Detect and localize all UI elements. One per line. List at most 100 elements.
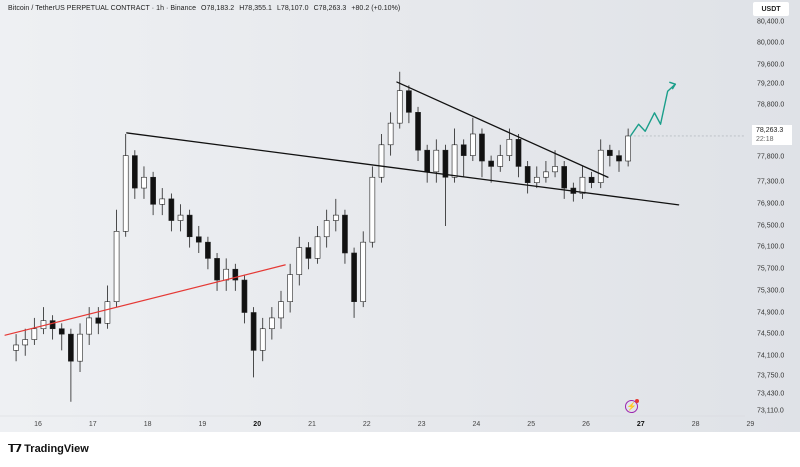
candle-body	[31, 328, 38, 340]
currency-button[interactable]: USDT	[753, 2, 789, 16]
projection-path	[629, 83, 677, 137]
candle-body	[607, 149, 613, 156]
candle-body	[314, 236, 321, 259]
y-tick-label: 74,500.0	[757, 331, 784, 338]
symbol-legend: Bitcoin / TetherUS PERPETUAL CONTRACT · …	[8, 5, 403, 12]
candle-body	[588, 176, 595, 183]
candle-body	[214, 258, 220, 281]
logo-text: TradingView	[24, 442, 89, 455]
x-tick-label: 17	[89, 421, 97, 428]
candle-body	[296, 247, 303, 275]
candle-body	[332, 214, 339, 221]
candle-body	[195, 236, 202, 243]
candle-body	[616, 155, 622, 162]
candle-body	[186, 214, 193, 238]
candle-body	[269, 317, 275, 330]
candle-body	[168, 198, 175, 221]
candle-body	[205, 241, 211, 259]
red-trendline	[4, 264, 286, 336]
candle-body	[625, 135, 631, 162]
candle-body	[132, 155, 138, 189]
candlestick-chart[interactable]: 80,400.0 80,000.0 79,600.0 79,200.0 78,800.0…	[0, 0, 800, 432]
ohlc-change: +80.2 (+0.10%)	[351, 5, 401, 12]
candle-body	[351, 252, 357, 302]
candle-body	[259, 328, 266, 351]
candle-body	[506, 139, 513, 156]
candle-body	[150, 176, 156, 205]
candle-body	[442, 149, 449, 178]
x-tick-label: 29	[747, 421, 755, 428]
candle-body	[159, 198, 166, 205]
ohlc-close: C78,263.3	[313, 5, 347, 12]
candle-body	[22, 339, 29, 346]
candle-body	[104, 301, 111, 324]
candle-body	[515, 139, 522, 167]
candle-body	[378, 144, 385, 178]
candle-body	[68, 333, 74, 362]
y-tick-label: 77,300.0	[757, 179, 784, 186]
x-tick-label: 20	[253, 421, 261, 428]
candle-body	[49, 320, 56, 330]
notification-dot	[635, 399, 639, 403]
support-trendline	[126, 132, 680, 206]
wedge-upper-trendline	[396, 81, 609, 178]
candle-body	[58, 328, 65, 335]
x-tick-label: 23	[418, 421, 426, 428]
y-tick-label: 73,430.0	[757, 391, 784, 398]
y-tick-label: 79,600.0	[757, 62, 784, 69]
candle-body	[597, 149, 604, 183]
last-price-label: 78,263.3 22:18	[752, 125, 792, 145]
bar-countdown: 22:18	[756, 136, 774, 143]
candle-body	[497, 155, 504, 167]
candle-body	[250, 312, 257, 351]
candle-body	[232, 268, 239, 281]
x-tick-label: 25	[527, 421, 535, 428]
y-tick-label: 77,800.0	[757, 154, 784, 161]
candle-body	[141, 176, 147, 189]
x-tick-label: 18	[144, 421, 152, 428]
candle-body	[95, 317, 102, 324]
candle-body	[579, 176, 586, 194]
candle-body	[342, 214, 348, 254]
x-tick-label: 19	[199, 421, 207, 428]
candle-body	[488, 160, 494, 167]
candle-body	[561, 166, 568, 189]
tradingview-logo-icon: 𝗧𝟳	[8, 443, 22, 455]
x-tick-label: 21	[308, 421, 316, 428]
y-tick-label: 80,400.0	[757, 19, 784, 26]
y-tick-label: 80,000.0	[757, 40, 784, 47]
candle-body	[479, 133, 485, 162]
candle-body	[396, 90, 403, 124]
chart-area[interactable]: Bitcoin / TetherUS PERPETUAL CONTRACT · …	[0, 0, 800, 432]
y-tick-label: 79,200.0	[757, 81, 784, 88]
candle-body	[543, 171, 549, 178]
candle-body	[533, 176, 540, 183]
candle-body	[369, 176, 376, 243]
candle-body	[287, 274, 293, 302]
y-tick-label: 76,100.0	[757, 244, 784, 251]
y-tick-label: 78,800.0	[757, 102, 784, 109]
y-tick-label: 76,900.0	[757, 201, 784, 208]
candle-body	[13, 344, 19, 351]
candle-body	[113, 231, 120, 302]
symbol-title: Bitcoin / TetherUS PERPETUAL CONTRACT · …	[8, 5, 197, 12]
x-tick-label: 24	[473, 421, 481, 428]
candle-body	[387, 122, 394, 146]
lightning-icon[interactable]: ⚡	[625, 399, 639, 413]
y-tick-label: 73,750.0	[757, 373, 784, 380]
candle-body	[77, 333, 83, 362]
y-tick-label: 75,300.0	[757, 288, 784, 295]
candle-body	[415, 112, 421, 151]
ohlc-high: H78,355.1	[239, 5, 272, 12]
candle-body	[433, 149, 440, 173]
candle-body	[424, 149, 430, 173]
projection-arrowhead-icon	[669, 81, 677, 90]
x-tick-label: 16	[34, 421, 42, 428]
candle-body	[451, 144, 458, 178]
candle-body	[177, 214, 184, 221]
candle-body	[360, 241, 367, 302]
ohlc-low: L78,107.0	[276, 5, 309, 12]
candle-body	[406, 90, 412, 113]
candle-body	[323, 220, 330, 238]
y-tick-label: 73,110.0	[757, 408, 784, 415]
